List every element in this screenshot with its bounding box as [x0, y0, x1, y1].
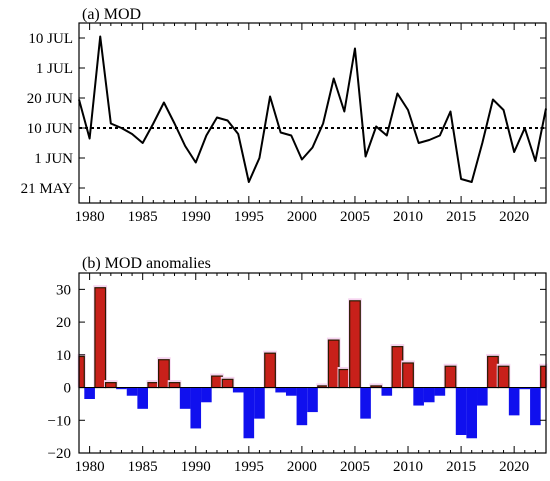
positive-anomaly-bar	[221, 378, 234, 389]
panel-b-x-tick-label: 1980	[75, 459, 105, 475]
positive-anomaly-bar	[147, 382, 160, 389]
negative-anomaly-bar	[254, 387, 265, 419]
panel-a-y-tick-label: 20 JUN	[27, 91, 73, 107]
panel-a-title: (a) MOD	[82, 6, 141, 23]
panel-a-series-line	[78, 35, 547, 183]
negative-anomaly-bar	[243, 387, 255, 439]
negative-anomaly-bar	[477, 387, 488, 406]
negative-anomaly-bar	[413, 387, 424, 406]
panel-a-x-tick-label: 1985	[128, 209, 158, 225]
negative-anomaly-bar	[381, 387, 393, 396]
panel-a-y-tick-label: 21 MAY	[21, 181, 74, 197]
panel-a-x-tick-label: 2000	[287, 209, 317, 225]
negative-anomaly-bar	[275, 387, 286, 393]
panel-b-y-tick-label: 20	[56, 315, 71, 331]
panel-a-y-tick-label: 10 JUN	[27, 121, 73, 137]
panel-b-y-axis: 30 20 10 0 −10 −20	[48, 282, 546, 462]
positive-anomaly-bar	[264, 352, 276, 389]
negative-anomaly-bar	[434, 387, 446, 396]
negative-anomaly-bar	[179, 387, 191, 409]
panel-b-y-tick-label: −10	[48, 413, 71, 429]
panel-a-frame	[78, 22, 547, 204]
panel-a-y-tick-label: 1 JUL	[36, 61, 73, 77]
panel-a-x-axis: 1980 1985 1990 1995 2000 2005 2010 2015 2020	[75, 23, 547, 225]
panel-b-x-tick-label: 1990	[181, 459, 211, 475]
negative-anomaly-bar	[360, 387, 371, 419]
negative-anomaly-bar	[423, 387, 435, 403]
panel-a-x-tick-label: 1980	[75, 209, 105, 225]
positive-anomaly-bar	[487, 355, 499, 389]
negative-anomaly-bar	[519, 387, 531, 390]
panel-a-x-tick-label: 2015	[446, 209, 476, 225]
negative-anomaly-bar	[116, 387, 127, 390]
panel-b-y-tick-label: 10	[56, 348, 71, 364]
negative-anomaly-bar	[201, 387, 212, 403]
positive-anomaly-bar	[402, 362, 414, 389]
panel-b-x-tick-label: 2020	[499, 459, 529, 475]
panel-a-x-tick-label: 2005	[340, 209, 370, 225]
positive-anomaly-bar	[78, 355, 85, 389]
positive-anomaly-bar	[94, 287, 107, 389]
panel-a-mod-line-chart: (a) MOD 10 JUL 1 JUL 20 JUN 10 JUN 1 JUN 21 M…	[21, 6, 547, 225]
panel-a-y-axis: 10 JUL 1 JUL 20 JUN 10 JUN 1 JUN 21 MAY	[21, 31, 546, 197]
positive-anomaly-bar	[497, 365, 510, 389]
positive-anomaly-bar	[158, 359, 170, 389]
positive-anomaly-bar	[327, 339, 340, 389]
negative-anomaly-bar	[232, 387, 244, 393]
negative-anomaly-bar	[530, 387, 541, 426]
negative-anomaly-bar	[137, 387, 148, 409]
negative-anomaly-bar	[466, 387, 478, 439]
negative-anomaly-bar	[455, 387, 467, 435]
positive-anomaly-bar	[444, 365, 457, 389]
negative-anomaly-bar	[296, 387, 308, 426]
panel-b-title: (b) MOD anomalies	[82, 255, 211, 272]
negative-anomaly-bar	[285, 387, 297, 396]
negative-anomaly-bar	[84, 387, 95, 399]
negative-anomaly-bar	[307, 387, 318, 413]
panel-b-x-tick-label: 1985	[128, 459, 158, 475]
panel-a-y-tick-label: 10 JUL	[28, 31, 73, 47]
panel-a-x-tick-label: 2020	[499, 209, 529, 225]
positive-anomaly-bar	[540, 365, 547, 389]
panel-b-x-tick-label: 2005	[340, 459, 370, 475]
positive-anomaly-bar	[338, 368, 351, 389]
panel-b-x-axis: 1980 1985 1990 1995 2000 2005 2010 2015 2020	[75, 273, 547, 475]
panel-b-y-tick-label: −20	[48, 446, 71, 462]
positive-anomaly-bar	[391, 346, 404, 389]
panel-b-y-tick-label: 0	[64, 381, 72, 397]
negative-anomaly-bar	[508, 387, 520, 416]
panel-b-x-tick-label: 2000	[287, 459, 317, 475]
panel-b-x-tick-label: 1995	[234, 459, 264, 475]
positive-anomaly-bar	[104, 382, 117, 389]
panel-b-y-tick-label: 30	[56, 282, 71, 298]
panel-a-x-tick-label: 1990	[181, 209, 211, 225]
panel-b-bars	[77, 285, 548, 439]
panel-a-x-tick-label: 1995	[234, 209, 264, 225]
panel-a-x-tick-label: 2010	[393, 209, 423, 225]
negative-anomaly-bar	[126, 387, 138, 396]
positive-anomaly-bar	[211, 375, 223, 389]
panel-b-x-tick-label: 2015	[446, 459, 476, 475]
panel-b-x-tick-label: 2010	[393, 459, 423, 475]
positive-anomaly-bar	[349, 300, 361, 389]
panel-a-y-tick-label: 1 JUN	[34, 151, 73, 167]
negative-anomaly-bar	[190, 387, 202, 429]
positive-anomaly-bar	[168, 382, 181, 389]
